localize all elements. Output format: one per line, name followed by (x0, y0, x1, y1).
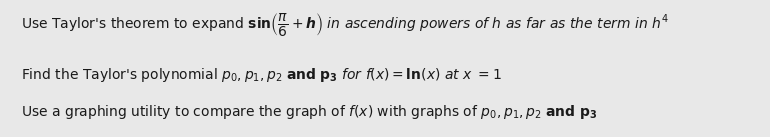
Text: Find the Taylor's polynomial $p_0, p_1, p_2$ $\mathbf{and}$ $\mathbf{p_3}$ $\mat: Find the Taylor's polynomial $p_0, p_1, … (21, 66, 502, 84)
Text: Use Taylor's theorem to expand $\mathbf{sin}\left(\dfrac{\pi}{6}+\boldsymbol{h}\: Use Taylor's theorem to expand $\mathbf{… (21, 11, 668, 38)
Text: Use a graphing utility to compare the graph of $f(x)$ with graphs of $p_0, p_1, : Use a graphing utility to compare the gr… (21, 103, 597, 121)
